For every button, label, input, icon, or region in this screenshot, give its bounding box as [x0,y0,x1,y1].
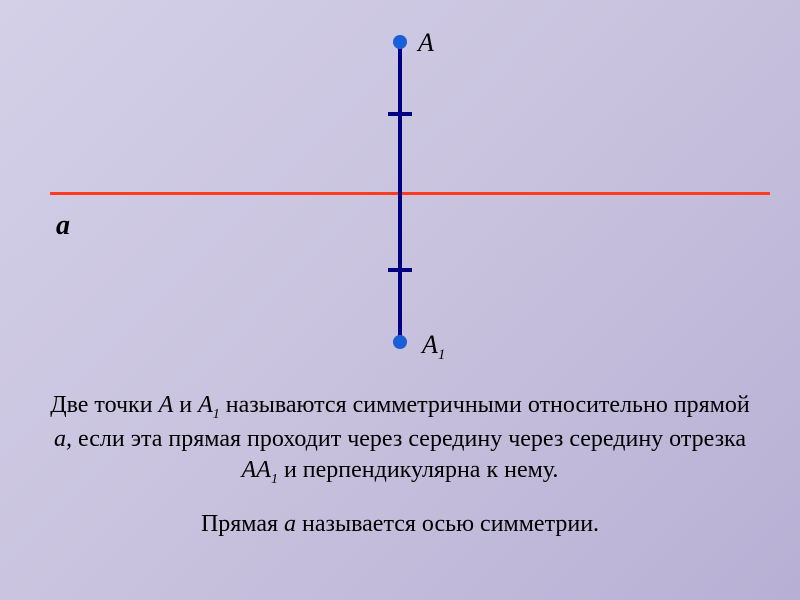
tick-lower [388,268,412,272]
label-A: A [418,28,434,58]
label-A1: A1 [422,330,445,364]
txt-seg: если эта прямая проходит через середину … [78,426,746,452]
math-A1: A1 [198,392,220,418]
label-A1-sub: 1 [438,347,446,363]
txt-seg: Две точки [50,392,158,418]
line-name-a: а, [54,426,72,452]
diagram-area: A A1 a [0,0,800,380]
label-A1-text: A [422,330,438,359]
label-A-text: A [418,28,434,57]
txt-seg: и перпендикулярна к нему. [284,457,558,483]
math-A1-base: A [198,392,213,418]
math-AA1-base: AA [242,457,271,483]
txt-seg: называется осью симметрии. [296,511,599,537]
txt-seg: и [179,392,198,418]
axis-line-a [50,192,770,195]
math-AA1-sub: 1 [271,472,278,487]
point-A1 [393,335,407,349]
line-name-a: а [284,511,296,537]
txt-seg: называются симметричными относительно пр… [226,392,750,418]
line-label-a: a [56,210,70,242]
math-A: A [159,392,174,418]
tick-upper [388,112,412,116]
conclusion-paragraph: Прямая а называется осью симметрии. [40,509,760,540]
definition-paragraph: Две точки A и A1 называются симметричным… [40,390,760,489]
segment-AA1 [398,40,402,340]
txt-seg: Прямая [201,511,284,537]
math-AA1: AA1 [242,457,278,483]
math-A1-sub: 1 [213,407,220,422]
description-text: Две точки A и A1 называются симметричным… [40,390,760,540]
point-A [393,35,407,49]
